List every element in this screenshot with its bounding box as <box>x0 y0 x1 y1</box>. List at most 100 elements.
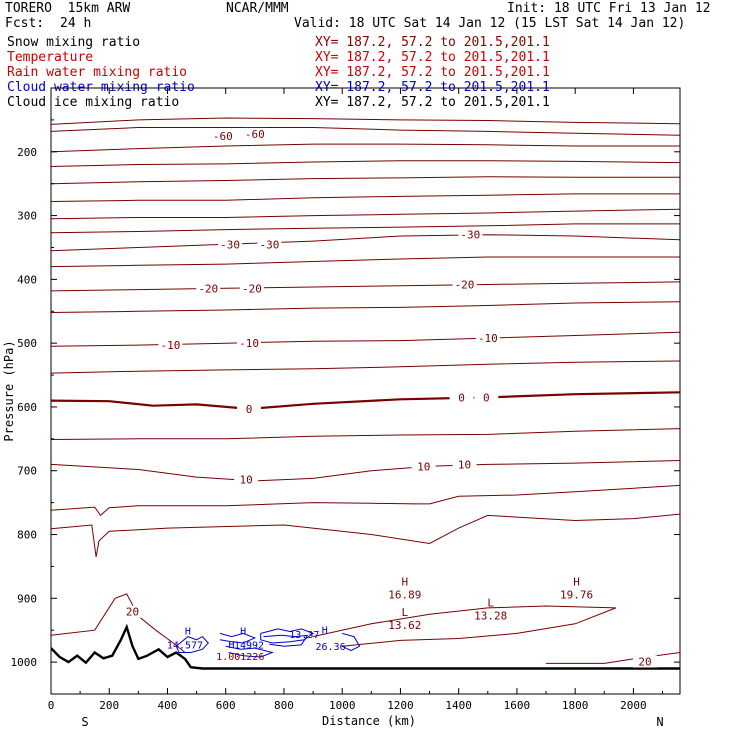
isotherm-label: 20 <box>638 655 651 668</box>
isotherm-label-bg <box>452 458 477 471</box>
x-tick-label: 2000 <box>620 699 647 712</box>
isotherm-label: -20 <box>198 282 218 295</box>
isotherm-label-bg <box>218 238 243 251</box>
cloud-water-label: 14992 <box>234 641 264 652</box>
endpoint-left-label: S <box>81 715 88 729</box>
init-time: Init: 18 UTC Fri 13 Jan 12 <box>507 1 711 16</box>
isotherm-label: -10 <box>239 337 259 350</box>
cloud-water-contour <box>263 634 309 647</box>
cloud-water-label: 13.37 <box>289 630 319 641</box>
x-tick-label: 1000 <box>329 699 356 712</box>
x-tick-label: 1200 <box>387 699 414 712</box>
isotherm-label: -30 <box>460 229 480 242</box>
isotherm-label-bg <box>237 402 262 415</box>
x-tick-label: 200 <box>99 699 119 712</box>
legend-cloudice-xy: XY= 187.2, 57.2 to 201.5,201.1 <box>315 95 550 110</box>
legend-rain-xy: XY= 187.2, 57.2 to 201.5,201.1 <box>315 65 550 80</box>
cloud-water-label: H <box>240 627 246 638</box>
y-tick-label: 900 <box>17 592 37 605</box>
x-tick-label: 1800 <box>562 699 589 712</box>
isotherm-line <box>51 176 680 185</box>
isotherm-line <box>51 513 680 557</box>
y-tick-label: 600 <box>17 401 37 414</box>
high-marker: H <box>402 576 409 589</box>
isotherm-line <box>51 160 680 167</box>
x-tick-label: 1600 <box>504 699 531 712</box>
isotherm-line <box>51 428 680 440</box>
isotherm-line <box>51 127 680 136</box>
y-tick-label: 500 <box>17 337 37 350</box>
cloud-water-label: H <box>185 627 191 638</box>
y-tick-label: 1000 <box>11 656 38 669</box>
x-tick-label: 0 <box>48 699 55 712</box>
isotherm-line <box>51 223 680 234</box>
cloud-water-label: 26.36 <box>316 642 346 653</box>
isotherm-line <box>51 484 680 517</box>
isotherm-label-bg <box>158 339 183 352</box>
legend-snow-xy: XY= 187.2, 57.2 to 201.5,201.1 <box>315 35 550 50</box>
isotherm-label-bg <box>452 278 477 291</box>
isotherm-line <box>51 460 680 482</box>
isotherm-line <box>51 193 680 202</box>
isotherm-line <box>51 281 680 292</box>
isotherm-label: -10 <box>160 339 180 352</box>
legend-rain-name: Rain water mixing ratio <box>7 65 188 80</box>
isotherm-label: -30 <box>259 238 279 251</box>
org-label: NCAR/MMM <box>226 1 289 16</box>
isotherm-label: -20 <box>455 278 475 291</box>
cloud-water-contour <box>225 645 274 658</box>
isotherm-label-bg <box>237 337 262 350</box>
isotherm-label: -60 <box>245 128 265 141</box>
isotherm-label: 10 <box>417 460 430 473</box>
isotherm-line <box>51 301 680 313</box>
isotherm-line <box>51 208 680 220</box>
cloud-water-label: 14.577 <box>167 641 203 652</box>
isotherm-line <box>51 143 680 153</box>
x-axis-label: Distance (km) <box>322 714 416 728</box>
extremum-value: 19.76 <box>560 589 593 602</box>
isotherm-line <box>51 331 680 347</box>
forecast-value: 24 h <box>60 16 92 31</box>
legend-temperature-name: Temperature <box>7 50 94 65</box>
isotherm-line <box>51 391 680 411</box>
isotherm-label: 10 <box>239 474 252 487</box>
isotherm-label-bg <box>633 655 658 668</box>
legend-snow-name: Snow mixing ratio <box>7 35 141 50</box>
forecast-label: Fcst: <box>5 16 45 31</box>
isotherm-label-bg <box>120 605 145 618</box>
y-tick-label: 700 <box>17 465 37 478</box>
isotherm-label-bg <box>458 228 483 241</box>
isotherm-line <box>312 605 617 647</box>
isotherm-label-bg <box>257 238 282 251</box>
cloud-water-contour <box>341 632 361 652</box>
high-marker: H <box>573 576 580 589</box>
isotherm-label-bg <box>475 332 500 345</box>
endpoint-right-label: N <box>656 715 663 729</box>
isotherm-label-bg <box>474 391 499 404</box>
cloud-water-label: H <box>229 640 235 651</box>
isotherm-label-bg <box>242 127 267 140</box>
isotherm-line <box>51 593 186 653</box>
isotherm-label: -10 <box>478 332 498 345</box>
terrain-line <box>51 623 680 670</box>
y-tick-label: 800 <box>17 529 37 542</box>
isotherm-label: -30 <box>220 238 240 251</box>
y-tick-label: 200 <box>17 146 37 159</box>
extremum-value: 16.89 <box>388 589 421 602</box>
isotherm-line <box>51 117 680 125</box>
model-title: TORERO 15km ARW <box>5 1 131 16</box>
low-marker: L <box>487 597 494 610</box>
isotherm-label: -60 <box>213 130 233 143</box>
isotherm-label: 10 <box>458 458 471 471</box>
cloud-water-label: 1.001226 <box>216 652 264 663</box>
cloud-water-contour <box>260 628 315 644</box>
legend-cloudice-name: Cloud ice mixing ratio <box>7 95 180 110</box>
isotherm-label-bg <box>196 282 221 295</box>
x-tick-label: 1400 <box>445 699 472 712</box>
x-tick-label: 800 <box>274 699 294 712</box>
x-tick-label: 600 <box>216 699 236 712</box>
isotherm-label: -20 <box>242 282 262 295</box>
cloud-water-label: H <box>322 625 328 636</box>
isotherm-label-bg <box>239 282 264 295</box>
y-axis-label: Pressure (hPa) <box>2 340 16 441</box>
